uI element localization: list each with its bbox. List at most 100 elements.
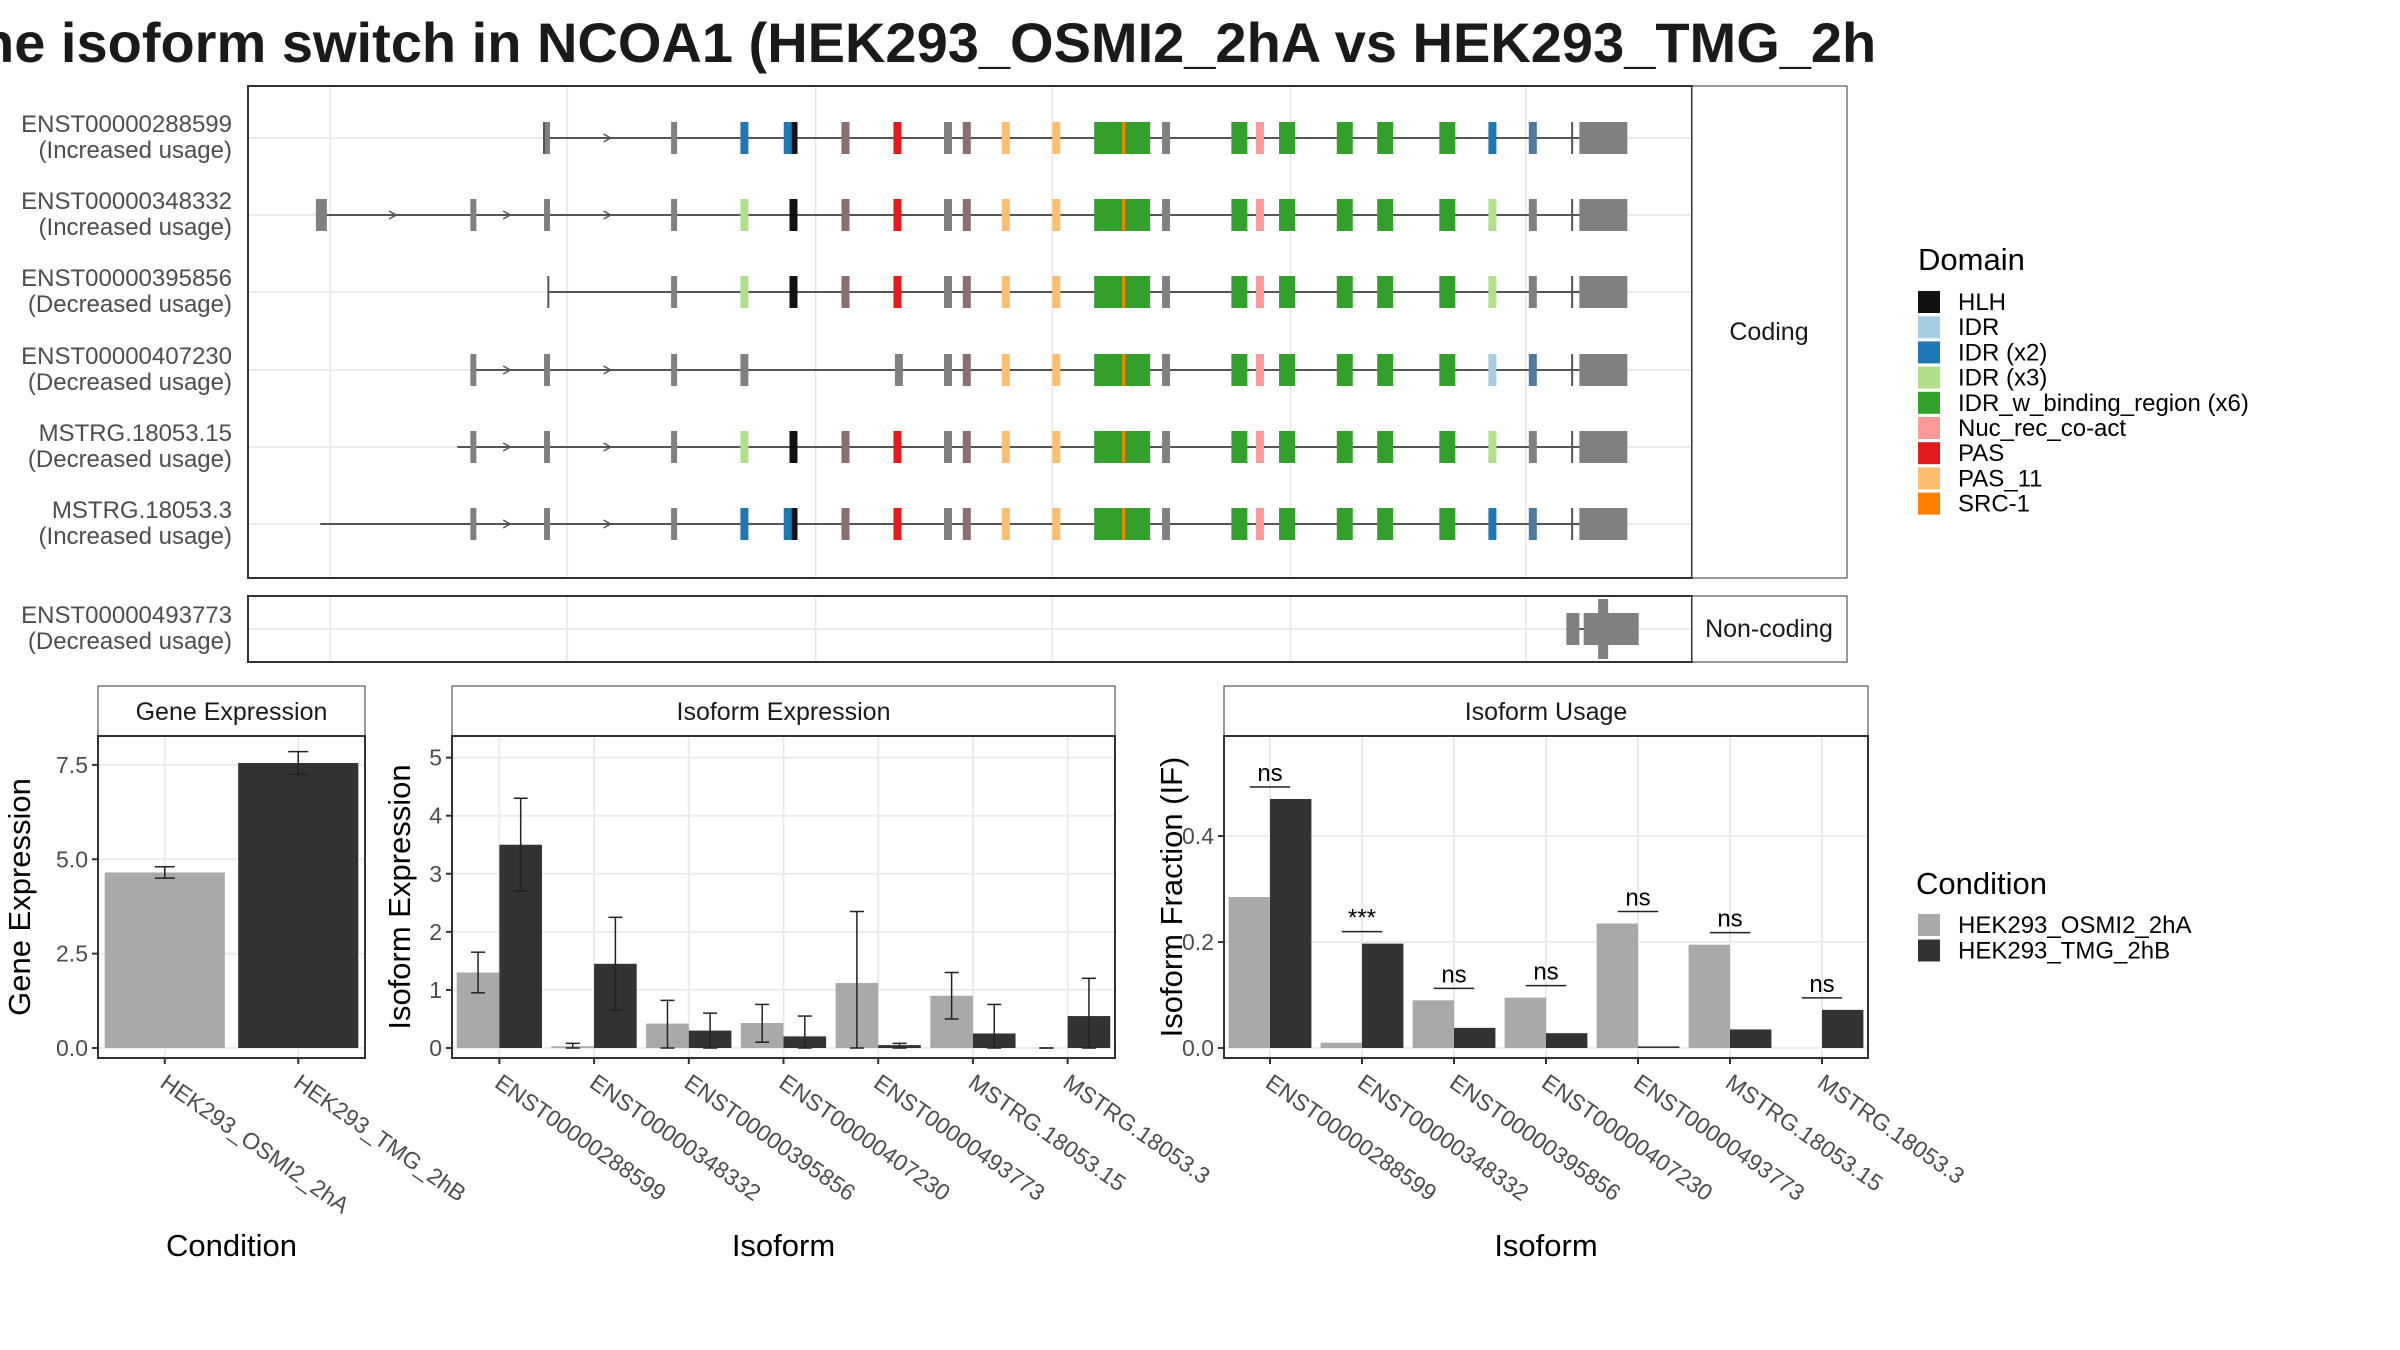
domain-exon bbox=[1439, 354, 1456, 386]
bar bbox=[104, 872, 225, 1048]
domain-exon bbox=[841, 508, 850, 540]
y-tick-label: 1 bbox=[429, 977, 442, 1003]
domain-exon bbox=[1528, 122, 1537, 154]
bar bbox=[1596, 923, 1638, 1048]
transcript-status: (Increased usage) bbox=[39, 137, 232, 164]
domain-exon bbox=[1231, 199, 1248, 231]
panel-border bbox=[1223, 735, 1869, 1059]
y-tick-label: 0.4 bbox=[1182, 823, 1214, 849]
legend-label: PAS_11 bbox=[1958, 465, 2043, 492]
bar-panel-3: Isoform Usage 0.0 0.2 0.4 ns *** ns ns ns ns ns ENS… bbox=[1154, 685, 1969, 1263]
exon bbox=[544, 431, 551, 463]
domain-exon bbox=[893, 199, 902, 231]
domain-exon bbox=[1528, 199, 1537, 231]
domain-exon bbox=[1255, 199, 1264, 231]
legend-label: Nuc_rec_co-act bbox=[1958, 415, 2126, 442]
domain-exon bbox=[962, 122, 971, 154]
strand-arrow bbox=[603, 365, 613, 375]
y-tick-label: 0.0 bbox=[1182, 1035, 1214, 1061]
domain-exon bbox=[783, 508, 792, 540]
bar-panels: Gene Expression0.02.55.07.5HEK293_OSMI2_… bbox=[2, 685, 1969, 1263]
domain-exon bbox=[1162, 122, 1171, 154]
domain-exon bbox=[894, 354, 903, 386]
domain-exon bbox=[1488, 508, 1497, 540]
legend-label: HLH bbox=[1958, 289, 2006, 316]
domain-exon bbox=[962, 431, 971, 463]
domain-exon bbox=[789, 431, 798, 463]
x-axis-title: Isoform bbox=[1494, 1228, 1597, 1263]
exon bbox=[470, 508, 477, 540]
facet-strip bbox=[1691, 595, 1848, 663]
domain-exon bbox=[740, 276, 749, 308]
x-tick-label: ENST00000395856 bbox=[680, 1069, 860, 1206]
transcript-label: ENST00000348332 bbox=[21, 188, 232, 215]
y-axis-title: Gene Expression bbox=[2, 778, 37, 1016]
panel-border bbox=[97, 735, 366, 1059]
domain-exon bbox=[1439, 199, 1456, 231]
panel-strip bbox=[1223, 685, 1869, 737]
significance-label: ns bbox=[1257, 760, 1282, 787]
domain-exon bbox=[1052, 199, 1061, 231]
domain-exon bbox=[1528, 276, 1537, 308]
x-axis-title: Condition bbox=[166, 1228, 297, 1263]
domain-exon bbox=[1255, 508, 1264, 540]
strand-arrow bbox=[603, 133, 613, 143]
legend-key bbox=[1918, 366, 1940, 389]
domain-exon bbox=[1231, 122, 1248, 154]
x-tick-label: ENST00000493773 bbox=[1629, 1069, 1809, 1206]
strand-arrow bbox=[502, 519, 512, 529]
exon bbox=[1566, 613, 1580, 645]
bar bbox=[1454, 1027, 1496, 1048]
domain-exon bbox=[841, 199, 850, 231]
domain-exon bbox=[740, 508, 749, 540]
exon bbox=[470, 199, 477, 231]
domain-exon bbox=[1162, 508, 1171, 540]
legend-key bbox=[1918, 492, 1940, 515]
legend-key bbox=[1918, 914, 1940, 936]
transcript-status: (Decreased usage) bbox=[28, 446, 232, 473]
domain-exon bbox=[1255, 431, 1264, 463]
transcript-label: ENST00000395856 bbox=[21, 265, 232, 292]
domain-exon bbox=[789, 276, 798, 308]
x-tick-label: ENST00000493773 bbox=[869, 1069, 1049, 1206]
domain-exon bbox=[893, 122, 902, 154]
exon bbox=[1583, 613, 1639, 645]
legend-label: IDR (x2) bbox=[1958, 339, 2047, 366]
legend-key bbox=[1918, 442, 1940, 465]
domain-exon bbox=[1279, 508, 1296, 540]
bar bbox=[1320, 1042, 1362, 1048]
panel-title: Isoform Expression bbox=[677, 698, 891, 726]
exon bbox=[315, 199, 327, 231]
domain-exon bbox=[1231, 276, 1248, 308]
y-tick-label: 3 bbox=[429, 861, 442, 887]
domain-exon bbox=[1162, 276, 1171, 308]
legend-key bbox=[1918, 391, 1940, 414]
domain-exon bbox=[1336, 122, 1353, 154]
transcript-structure-panel: ENST00000288599(Increased usage)ENST0000… bbox=[21, 85, 1848, 663]
bar bbox=[1688, 944, 1730, 1048]
domain-exon bbox=[1231, 431, 1248, 463]
domain-exon bbox=[1122, 431, 1126, 463]
domain-exon bbox=[1231, 354, 1248, 386]
domain-exon bbox=[1279, 122, 1296, 154]
domain-exon bbox=[740, 122, 749, 154]
exon bbox=[1579, 122, 1628, 154]
domain-exon bbox=[841, 276, 850, 308]
domain-exon bbox=[789, 122, 798, 154]
facet-label-coding: Coding bbox=[1729, 318, 1808, 346]
domain-exon bbox=[1255, 354, 1264, 386]
chart-title: he isoform switch in NCOA1 (HEK293_OSMI2… bbox=[0, 11, 1880, 74]
bar bbox=[1362, 943, 1404, 1048]
domain-exon bbox=[1488, 276, 1497, 308]
exon bbox=[544, 122, 551, 154]
domain-exon bbox=[740, 431, 749, 463]
domain-exon bbox=[1255, 276, 1264, 308]
transcript-status: (Decreased usage) bbox=[28, 628, 232, 655]
strand-arrow bbox=[502, 210, 512, 220]
domain-exon bbox=[893, 508, 902, 540]
exon bbox=[1579, 276, 1628, 308]
domain-exon bbox=[1052, 508, 1061, 540]
legend-label: HEK293_OSMI2_2hA bbox=[1958, 912, 2191, 939]
